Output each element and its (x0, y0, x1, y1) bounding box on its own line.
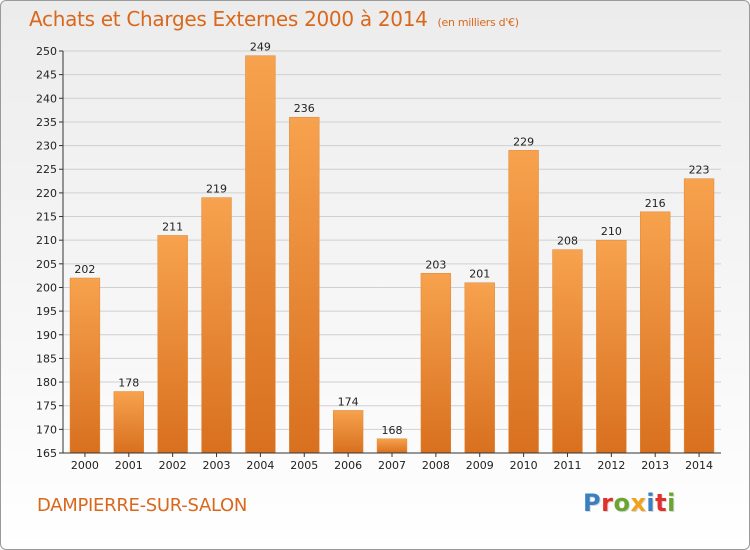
value-label-2009: 201 (469, 268, 490, 281)
x-tick-label-2014: 2014 (685, 459, 713, 472)
bar-2012[interactable] (596, 239, 627, 454)
y-tick-label: 210 (36, 234, 57, 247)
value-label-2012: 210 (601, 225, 622, 238)
chart-subtitle: (en milliers d'€) (437, 16, 519, 29)
bar-2005[interactable] (289, 116, 320, 454)
logo-letter: x (630, 489, 647, 517)
value-label-2008: 203 (425, 258, 446, 271)
y-tick-label: 185 (36, 352, 57, 365)
x-tick-label-2006: 2006 (334, 459, 362, 472)
value-label-2005: 236 (294, 102, 315, 115)
x-tick-label-2012: 2012 (597, 459, 625, 472)
y-tick-label: 225 (36, 163, 57, 176)
bar-2008[interactable] (420, 273, 452, 454)
y-tick-label: 230 (36, 140, 57, 153)
y-axis: 165 170 175 180 185 190 195 200 205 210 215 220 225 2… (36, 45, 64, 460)
x-tick-label-2001: 2001 (115, 459, 143, 472)
bar-2014[interactable] (683, 178, 715, 454)
y-tick-label: 215 (36, 211, 57, 224)
proxiti-logo[interactable]: Proxiti (583, 489, 676, 517)
x-tick-label-2008: 2008 (422, 459, 450, 472)
y-tick-label: 175 (36, 400, 57, 413)
value-label-2003: 219 (206, 183, 227, 196)
logo-letter: t (655, 489, 668, 517)
value-label-2014: 223 (689, 164, 710, 177)
bar-2003[interactable] (201, 197, 232, 454)
bar-2001[interactable] (113, 391, 144, 454)
value-label-2013: 216 (645, 197, 666, 210)
y-tick-label: 250 (36, 45, 57, 58)
y-tick-label: 180 (36, 376, 57, 389)
bar-2009[interactable] (464, 282, 495, 454)
x-tick-label-2013: 2013 (641, 459, 669, 472)
logo-letter: P (583, 489, 602, 517)
y-tick-label: 220 (36, 187, 57, 200)
x-tick-label-2003: 2003 (203, 459, 231, 472)
x-tick-label-2010: 2010 (510, 459, 538, 472)
chart-title: Achats et Charges Externes 2000 à 2014 (e… (29, 7, 519, 31)
x-axis: 2000 2001 2002 2003 2004 2005 2006 2007 2008 2009… (63, 452, 721, 472)
chart-title-text: Achats et Charges Externes 2000 à 2014 (29, 7, 428, 31)
x-tick-label-2007: 2007 (378, 459, 406, 472)
logo-letter: o (613, 489, 631, 517)
bar-2007[interactable] (376, 438, 408, 454)
y-tick-label: 205 (36, 258, 57, 271)
bar-2002[interactable] (157, 235, 188, 454)
y-tick-label: 240 (36, 92, 57, 105)
x-tick-label-2000: 2000 (71, 459, 99, 472)
value-label-2006: 174 (338, 395, 359, 408)
value-label-2011: 208 (557, 235, 578, 248)
x-tick-label-2002: 2002 (159, 459, 187, 472)
x-tick-label-2005: 2005 (290, 459, 318, 472)
y-tick-label: 200 (36, 281, 57, 294)
x-tick-label-2009: 2009 (466, 459, 494, 472)
value-label-2004: 249 (250, 41, 271, 54)
bar-2011[interactable] (552, 249, 583, 454)
value-label-2010: 229 (513, 135, 534, 148)
value-labels: 202 178 211 219 249 236 174 168 203 201 229 208 210 2… (74, 41, 709, 437)
y-tick-label: 195 (36, 305, 57, 318)
bar-2010[interactable] (508, 150, 539, 454)
logo-letter: i (667, 489, 676, 517)
value-label-2002: 211 (162, 220, 183, 233)
value-label-2000: 202 (74, 263, 95, 276)
bar-2013[interactable] (640, 211, 671, 454)
y-tick-label: 245 (36, 69, 57, 82)
logo-letter: i (646, 489, 656, 517)
bar-2004[interactable] (245, 55, 276, 454)
bars (69, 55, 715, 454)
logo-letter: r (601, 489, 614, 517)
city-name: DAMPIERRE-SUR-SALON (37, 495, 248, 516)
x-tick-label-2011: 2011 (553, 459, 581, 472)
y-tick-label: 235 (36, 116, 57, 129)
x-tick-label-2004: 2004 (246, 459, 274, 472)
y-tick-label: 165 (36, 447, 57, 460)
bar-2006[interactable] (332, 410, 364, 454)
value-label-2001: 178 (118, 377, 139, 390)
y-tick-label: 170 (36, 423, 57, 436)
y-tick-label: 190 (36, 329, 57, 342)
bar-2000[interactable] (69, 277, 101, 454)
value-label-2007: 168 (382, 424, 403, 437)
